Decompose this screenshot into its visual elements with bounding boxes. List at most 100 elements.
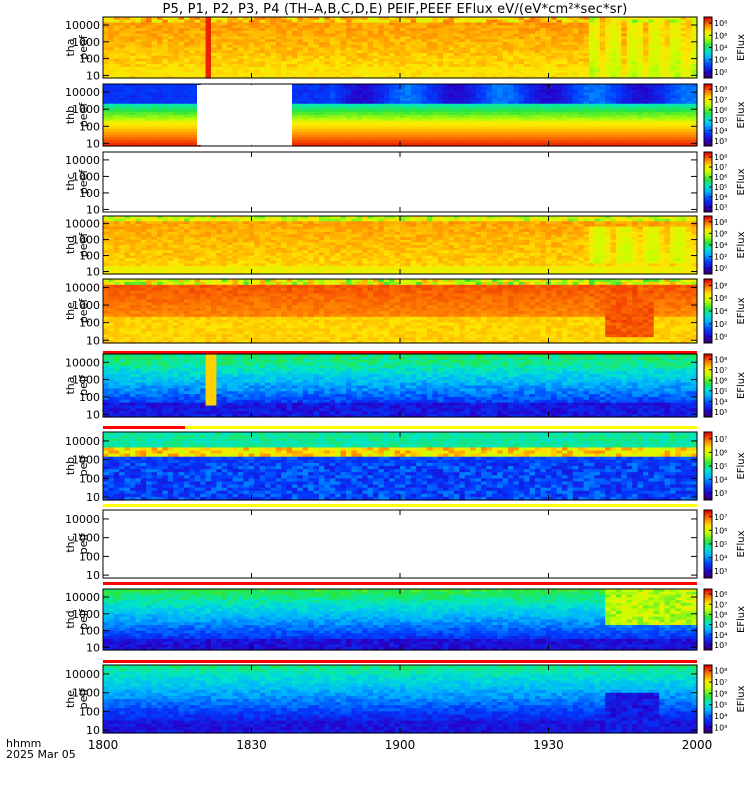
colorbar-tick-label: 10⁶ <box>714 610 727 619</box>
y-tick-label: 10000 <box>65 435 100 448</box>
colorbar-tick-label: 10⁴ <box>714 554 727 563</box>
colorbar-tick-label: 10⁸ <box>714 153 727 162</box>
y-tick-label: 10000 <box>65 19 100 32</box>
colorbar-tick-label: 10⁷ <box>714 366 727 375</box>
colorbar-tick-label: 10⁴ <box>714 127 727 136</box>
colorbar-tick-label: 10² <box>714 320 727 329</box>
colorbar-tick-label: 10⁶ <box>714 173 727 182</box>
colorbar-tick-label: 10⁸ <box>714 19 727 28</box>
y-tick-label: 10000 <box>65 668 100 681</box>
y-tick-label: 10000 <box>65 513 100 526</box>
colorbar-tick-label: 10² <box>714 253 727 262</box>
colorbar-tick-label: 10⁸ <box>714 281 727 290</box>
panel-label-probe: thb <box>64 106 77 124</box>
colorbar-tick-label: 10⁶ <box>714 294 727 303</box>
colorbar-tick-label: 10⁶ <box>714 106 727 115</box>
colorbar-tick-label: 10⁷ <box>714 96 727 105</box>
panel-label-probe: thc <box>64 173 77 190</box>
panel-label-probe: the <box>64 302 77 320</box>
y-tick-label: 10000 <box>65 281 100 294</box>
colorbar-label: EFlux <box>736 452 747 479</box>
panel-label-quantity: peef <box>77 298 90 324</box>
colorbar-tick-label: 10⁷ <box>714 163 727 172</box>
colorbar-tick-label: 10³ <box>714 137 727 146</box>
panel-label-probe: thd <box>64 236 77 254</box>
colorbar-tick-label: 10⁷ <box>714 435 727 444</box>
panel-label-quantity: peif <box>77 608 90 630</box>
y-tick-label: 10 <box>86 266 100 279</box>
panel-label-probe: thd <box>64 610 77 628</box>
colorbar-tick-label: 10⁴ <box>714 476 727 485</box>
y-tick-label: 10000 <box>65 154 100 167</box>
panel-label-quantity: peif <box>77 455 90 477</box>
spectrogram-stack: 10100100010000tha peef10⁰10²10⁴10⁶10⁸EFlu… <box>0 0 750 800</box>
x-tick-label: 1830 <box>236 738 267 752</box>
colorbar-tick-label: 10⁶ <box>714 526 727 535</box>
panel-label-probe: thc <box>64 535 77 552</box>
x-tick-label: 1800 <box>88 738 119 752</box>
panel-label-quantity: peef <box>77 169 90 195</box>
colorbar-tick-label: 10⁵ <box>714 183 727 192</box>
panel-label-probe: tha <box>64 38 77 56</box>
x-tick-label: 1900 <box>385 738 416 752</box>
colorbar-tick-label: 10⁸ <box>714 590 727 599</box>
colorbar-tick-label: 10⁵ <box>714 621 727 630</box>
colorbar-tick-label: 10⁴ <box>714 307 727 316</box>
colorbar-label: EFlux <box>736 101 747 128</box>
colorbar-tick-label: 10³ <box>714 641 727 650</box>
x-tick-label: 1930 <box>533 738 564 752</box>
colorbar-tick-label: 10⁴ <box>714 631 727 640</box>
colorbar-tick-label: 10⁰ <box>714 68 727 77</box>
y-tick-label: 10 <box>86 569 100 582</box>
y-tick-label: 10 <box>86 724 100 737</box>
panel-label-probe: thb <box>64 457 77 475</box>
colorbar-tick-label: 10⁸ <box>714 667 727 676</box>
colorbar-thb-peif: 10³ 10⁴ 10⁵ 10⁶ 10⁷ EFlux <box>704 432 747 501</box>
y-tick-label: 10 <box>86 334 100 347</box>
colorbar-the-peef: 10⁰ 10² 10⁴ 10⁶ 10⁸ EFlux <box>704 279 747 344</box>
panel-label-quantity: peif <box>77 533 90 555</box>
panel-label-probe: the <box>64 690 77 708</box>
y-tick-label: 10000 <box>65 218 100 231</box>
panel-label-quantity: peif <box>77 688 90 710</box>
colorbar-tick-label: 10⁶ <box>714 689 727 698</box>
colorbar-tick-label: 10⁷ <box>714 678 727 687</box>
y-tick-label: 10 <box>86 203 100 216</box>
colorbar-tick-label: 10⁵ <box>714 462 727 471</box>
colorbar-tick-label: 10³ <box>714 408 727 417</box>
colorbar-label: EFlux <box>736 297 747 324</box>
y-tick-label: 10 <box>86 408 100 421</box>
y-tick-label: 10 <box>86 69 100 82</box>
x-tick-label: 2000 <box>682 738 713 752</box>
colorbar-tick-label: 10⁰ <box>714 333 727 342</box>
colorbar-tick-label: 10⁷ <box>714 600 727 609</box>
panel-label-quantity: peif <box>77 374 90 396</box>
panel-label-quantity: peef <box>77 34 90 60</box>
panel-label-quantity: peef <box>77 232 90 258</box>
panel-label-probe: tha <box>64 376 77 394</box>
colorbar-tick-label: 10⁵ <box>714 387 727 396</box>
colorbar-tick-label: 10⁴ <box>714 241 727 250</box>
colorbar-tick-label: 10⁸ <box>714 85 727 94</box>
colorbar-tick-label: 10⁴ <box>714 193 727 202</box>
data-gap <box>197 85 290 145</box>
y-tick-label: 10 <box>86 641 100 654</box>
colorbar-tick-label: 10⁶ <box>714 448 727 457</box>
colorbar-tick-label: 10⁵ <box>714 540 727 549</box>
colorbar-tick-label: 10⁴ <box>714 44 727 53</box>
colorbar-tick-label: 10³ <box>714 567 727 576</box>
colorbar-tick-label: 10³ <box>714 489 727 498</box>
